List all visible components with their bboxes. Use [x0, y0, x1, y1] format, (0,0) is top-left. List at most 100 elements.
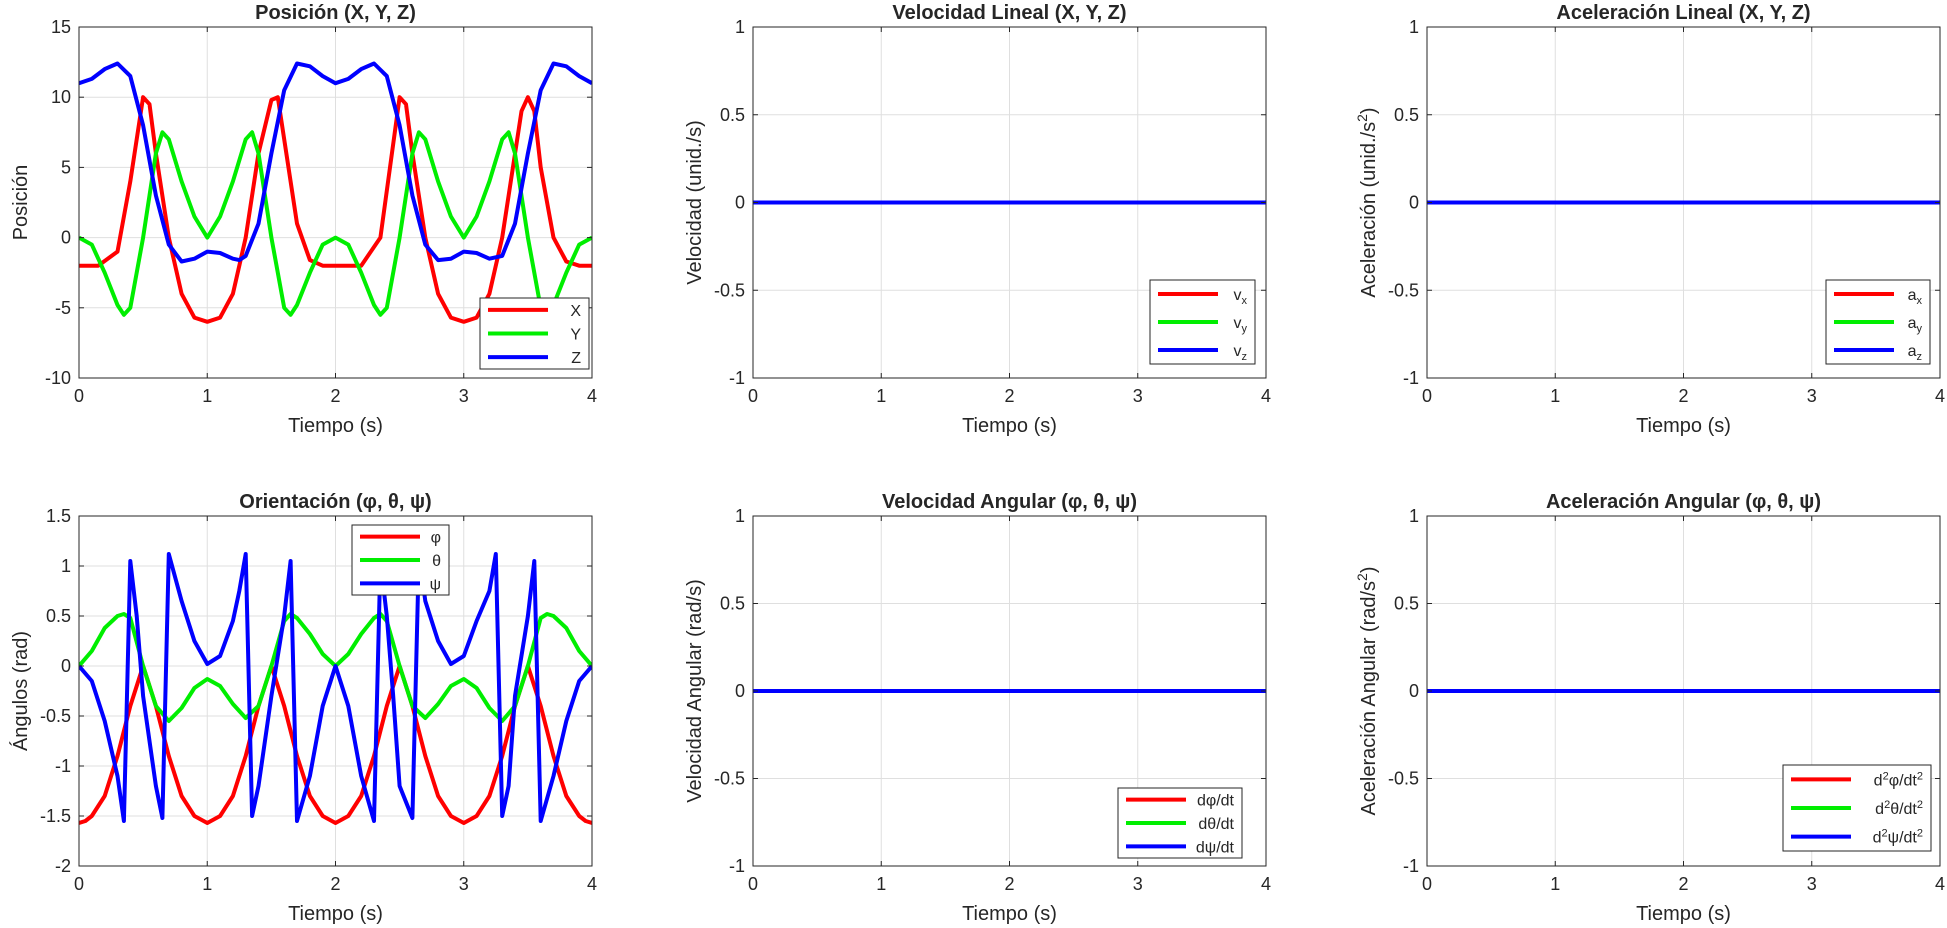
- x-tick-label: 1: [1550, 874, 1560, 894]
- y-tick-label: -1: [1403, 856, 1419, 876]
- x-tick-label: 3: [1133, 386, 1143, 406]
- x-axis-label: Tiempo (s): [1636, 415, 1731, 437]
- subplot-title: Velocidad Angular (φ, θ, ψ): [882, 491, 1137, 513]
- subplot-posicion: 0 1 2 3 4 -10 -5 0 5 10 15 Posición (X, Y, Z) Tiempo…: [10, 2, 597, 437]
- y-tick-label: -1: [729, 856, 745, 876]
- legend-label-x: X: [570, 303, 581, 320]
- legend-label-z: Z: [571, 350, 581, 367]
- y-axis-label: Ángulos (rad): [9, 631, 32, 751]
- x-tick-label: 2: [330, 386, 340, 406]
- x-tick-label: 2: [1678, 874, 1688, 894]
- x-tick-label: 0: [1422, 386, 1432, 406]
- legend-label-dphi-dt: dφ/dt: [1197, 793, 1235, 810]
- y-tick-label: -10: [45, 368, 71, 388]
- legend-label-y: Y: [570, 327, 581, 344]
- y-tick-label: 0.5: [46, 606, 71, 626]
- x-axis-label: Tiempo (s): [962, 415, 1057, 437]
- y-tick-label: 1: [61, 556, 71, 576]
- x-tick-label: 0: [74, 874, 84, 894]
- legend: vx vy vz: [1149, 279, 1256, 365]
- y-tick-label: -0.5: [1388, 280, 1419, 300]
- x-tick-label: 4: [1935, 386, 1945, 406]
- x-tick-label: 1: [876, 874, 886, 894]
- legend-label-az: az: [1908, 343, 1922, 363]
- legend-label-ay: ay: [1908, 315, 1923, 335]
- x-tick-label: 2: [1678, 386, 1688, 406]
- legend-label-dphi-dt: d2φ/dt2: [1874, 770, 1923, 789]
- legend: d2φ/dt2 d2θ/dt2 d2ψ/dt2: [1782, 764, 1932, 852]
- y-tick-label: -0.5: [40, 706, 71, 726]
- subplot-title: Velocidad Lineal (X, Y, Z): [892, 2, 1126, 24]
- legend-label-dpsi-dt: d2ψ/dt2: [1873, 828, 1923, 847]
- legend: φθψ: [351, 524, 450, 596]
- y-tick-label: 0: [61, 656, 71, 676]
- legend-label-theta: θ: [432, 553, 441, 570]
- y-axis-label: Aceleración (unid./s2): [1354, 107, 1380, 297]
- x-tick-label: 4: [1935, 874, 1945, 894]
- y-tick-label: 10: [51, 87, 71, 107]
- y-tick-label: -0.5: [1388, 769, 1419, 789]
- x-tick-label: 0: [748, 386, 758, 406]
- y-axis-label: Posición: [10, 165, 32, 241]
- series-group: [79, 61, 592, 324]
- x-tick-label: 1: [202, 386, 212, 406]
- x-tick-label: 3: [1807, 386, 1817, 406]
- legend-label-vy: vy: [1234, 315, 1248, 335]
- legend: XYZ: [479, 297, 590, 370]
- x-tick-label: 2: [330, 874, 340, 894]
- x-tick-label: 3: [1807, 874, 1817, 894]
- y-tick-label: 1: [1409, 506, 1419, 526]
- subplot-velocidad-angular: 0 1 2 3 4 -1 -0.5 0 0.5 1 Velocidad Angular (φ, θ,…: [684, 491, 1271, 925]
- y-tick-label: 1: [735, 506, 745, 526]
- x-tick-label: 1: [202, 874, 212, 894]
- legend-label-psi: ψ: [430, 576, 441, 593]
- legend: dφ/dt dθ/dt dψ/dt: [1117, 787, 1243, 859]
- x-axis-label: Tiempo (s): [288, 415, 383, 437]
- y-axis-label: Velocidad Angular (rad/s): [684, 579, 706, 802]
- y-tick-label: 0: [1409, 681, 1419, 701]
- y-tick-label: 0.5: [720, 105, 745, 125]
- y-tick-label: 15: [51, 17, 71, 37]
- x-axis-label: Tiempo (s): [1636, 903, 1731, 925]
- y-tick-label: -1.5: [40, 806, 71, 826]
- y-axis-label: Velocidad (unid./s): [684, 120, 706, 285]
- legend-label-ax: ax: [1908, 287, 1923, 307]
- series-group: [79, 552, 592, 825]
- y-tick-label: 0.5: [1394, 105, 1419, 125]
- y-tick-label: -1: [1403, 368, 1419, 388]
- y-tick-label: 0: [61, 228, 71, 248]
- x-tick-label: 1: [876, 386, 886, 406]
- legend-label-phi: φ: [431, 530, 441, 547]
- legend-label-vx: vx: [1234, 287, 1248, 307]
- subplot-velocidad-lineal: 0 1 2 3 4 -1 -0.5 0 0.5 1 Velocidad Lineal (X, Y, …: [684, 2, 1271, 437]
- y-tick-label: 1.5: [46, 506, 71, 526]
- x-tick-label: 4: [587, 386, 597, 406]
- x-tick-label: 2: [1004, 386, 1014, 406]
- legend-label-vz: vz: [1234, 343, 1248, 363]
- y-tick-label: 0.5: [720, 594, 745, 614]
- y-tick-label: -0.5: [714, 280, 745, 300]
- y-tick-label: 1: [1409, 17, 1419, 37]
- legend-label-dtheta-dt: d2θ/dt2: [1875, 799, 1923, 818]
- x-tick-label: 0: [1422, 874, 1432, 894]
- y-axis-label: Aceleración Angular (rad/s2): [1354, 566, 1380, 815]
- x-tick-label: 3: [1133, 874, 1143, 894]
- x-tick-label: 4: [1261, 386, 1271, 406]
- subplot-orientacion: 0 1 2 3 4 -2 -1.5 -1 -0.5 0 0.5 1 1.5 Orientación (φ,…: [9, 491, 597, 925]
- subplot-title: Aceleración Lineal (X, Y, Z): [1556, 2, 1810, 24]
- y-tick-label: 0: [1409, 193, 1419, 213]
- x-tick-label: 4: [1261, 874, 1271, 894]
- y-tick-label: 5: [61, 157, 71, 177]
- x-tick-label: 3: [459, 874, 469, 894]
- x-tick-label: 0: [74, 386, 84, 406]
- y-tick-label: 0: [735, 193, 745, 213]
- y-tick-label: 0.5: [1394, 594, 1419, 614]
- subplot-aceleracion-lineal: 0 1 2 3 4 -1 -0.5 0 0.5 1 Aceleración Lineal (X, Y…: [1354, 2, 1945, 437]
- y-tick-label: 0: [735, 681, 745, 701]
- x-tick-label: 2: [1004, 874, 1014, 894]
- y-tick-label: -0.5: [714, 769, 745, 789]
- y-tick-label: 1: [735, 17, 745, 37]
- y-tick-label: -1: [729, 368, 745, 388]
- legend-label-dpsi-dt: dψ/dt: [1196, 839, 1235, 856]
